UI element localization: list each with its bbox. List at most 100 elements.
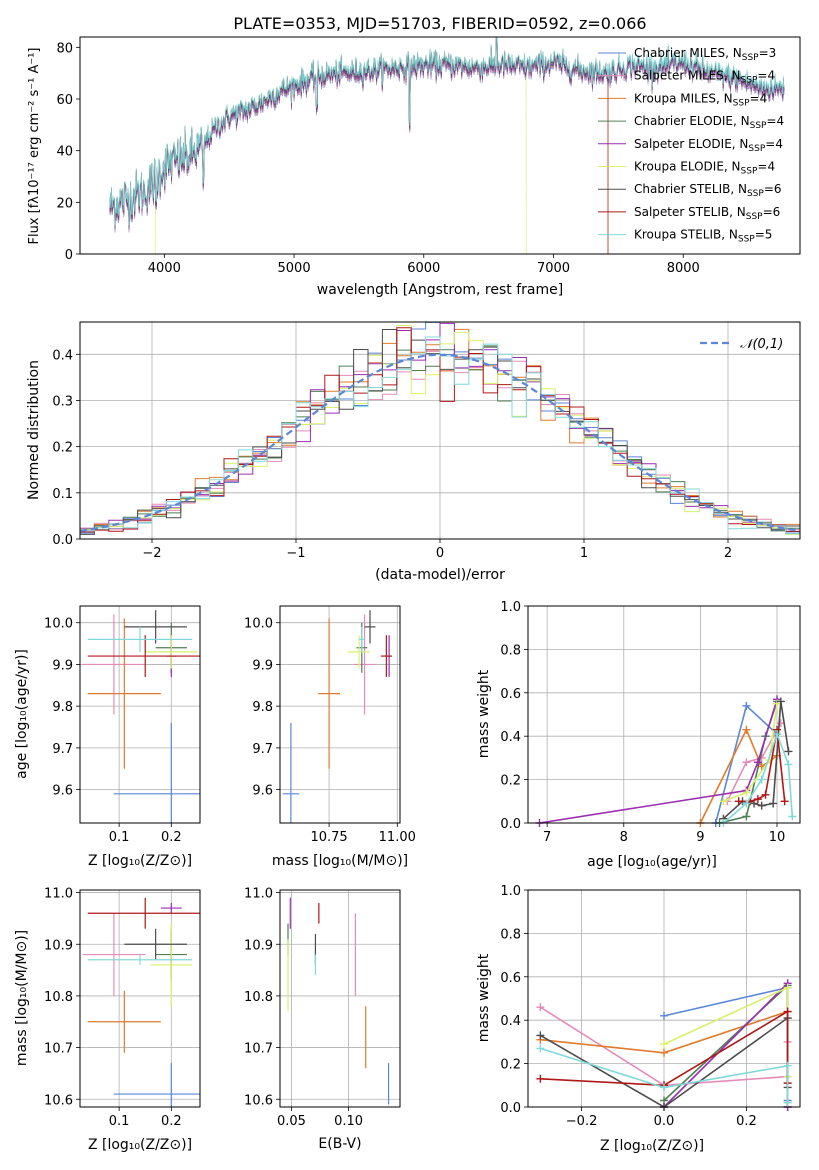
y-tick-label: 0.8	[500, 927, 521, 942]
y-tick-label: 0	[65, 248, 73, 263]
spectrum-legend: Chabrier MILES, NSSP=3 Salpeter MILES, NS…	[598, 46, 784, 245]
y-tick-label: 10.6	[44, 1093, 73, 1108]
weight-marker	[783, 1098, 792, 1107]
age_vs_mass-frame	[279, 605, 401, 824]
y-tick-label: 0.3	[52, 394, 73, 409]
weight-line	[723, 703, 778, 803]
y-tick-label: 9.9	[52, 658, 73, 673]
y-tick-label: 1.0	[500, 600, 521, 615]
weight-marker	[780, 797, 789, 806]
y-tick-label: 80	[56, 41, 73, 56]
y-tick-label: 0.2	[500, 774, 521, 789]
legend-subscript: SSP	[741, 167, 758, 177]
y-tick-label: 10.7	[44, 1042, 73, 1057]
legend-count: =6	[763, 205, 781, 219]
weight-marker	[742, 799, 751, 808]
x-tick-label: −2	[142, 546, 161, 561]
weight-marker	[742, 788, 751, 797]
y-tick-label: 9.7	[252, 742, 273, 757]
y-tick-label: 10.8	[44, 990, 73, 1005]
x-tick-label: 10	[769, 830, 786, 845]
x-tick-label: 0.2	[161, 1114, 182, 1129]
weight-marker	[757, 801, 766, 810]
y-tick-label: 0.4	[52, 348, 73, 363]
y-tick-label: 9.8	[252, 700, 273, 715]
mass-z-ylabel: mass [log₁₀(M/M⊙)]	[14, 930, 30, 1066]
y-tick-label: 9.8	[52, 700, 73, 715]
y-tick-label: 10.0	[244, 617, 273, 632]
y-tick-label: 1.0	[500, 884, 521, 899]
x-tick-label: 8	[620, 830, 628, 845]
y-tick-label: 0.4	[500, 1014, 521, 1029]
weight-marker	[742, 758, 751, 767]
weight-marker	[784, 760, 793, 769]
y-tick-label: 10.0	[44, 617, 73, 632]
weight-marker	[753, 795, 762, 804]
weight-line	[722, 731, 794, 823]
weight-marker	[783, 1007, 792, 1016]
normal-legend-label: 𝒩(0,1)	[740, 337, 783, 352]
y-tick-label: 0.6	[500, 971, 521, 986]
y-tick-label: 10.6	[244, 1093, 273, 1108]
weight-age-ylabel: mass weight	[476, 669, 492, 758]
mass_vs_Z-axes: 0.1 0.2 10.6 10.7 10.8 10.9 11.0	[44, 887, 200, 1129]
x-tick-label: 9	[696, 830, 704, 845]
spectrum-xlabel: wavelength [Angstrom, rest frame]	[317, 282, 563, 298]
age-z-ylabel: age [log₁₀(age/yr)]	[14, 649, 30, 779]
age_vs_Z-frame	[79, 605, 201, 824]
weight-marker	[536, 1044, 545, 1053]
legend-count: =4	[765, 137, 783, 151]
y-tick-label: 60	[56, 93, 73, 108]
x-tick-label: −0.2	[566, 1114, 598, 1129]
y-tick-label: 40	[56, 145, 73, 160]
residual-frame	[79, 321, 801, 540]
legend-subscript: SSP	[750, 121, 767, 131]
legend-subscript: SSP	[738, 235, 755, 245]
y-tick-label: 11.0	[44, 887, 73, 902]
mass-z-panel: Z [log₁₀(Z/Z⊙)] mass [log₁₀(M/M⊙)]	[14, 930, 192, 1153]
x-tick-label: 11.00	[379, 830, 416, 845]
weight-z-xlabel: Z [log₁₀(Z/Z⊙)]	[600, 1138, 704, 1154]
x-tick-label: 0.1	[109, 1114, 130, 1129]
legend-subscript: SSP	[748, 144, 765, 154]
residual-histogram	[80, 336, 800, 539]
y-tick-label: 0.2	[500, 1058, 521, 1073]
legend-label: Salpeter ELODIE, NSSP=4	[634, 137, 783, 154]
weight-marker	[769, 799, 778, 808]
weight_vs_age-frame	[527, 605, 801, 824]
x-tick-label: 0.2	[161, 830, 182, 845]
legend-label: Chabrier ELODIE, NSSP=4	[634, 114, 784, 131]
spectrum-axes: 4000 5000 6000 7000 8000 0 20 40 60 80	[56, 41, 699, 276]
y-tick-label: 0.2	[52, 441, 73, 456]
x-tick-label: 4000	[148, 261, 181, 276]
weight-marker	[773, 730, 782, 739]
x-tick-label: 0.05	[277, 1114, 306, 1129]
y-tick-label: 0.6	[500, 687, 521, 702]
y-tick-label: 0.4	[500, 730, 521, 745]
weight-line	[540, 1047, 789, 1103]
weight-marker	[660, 1048, 668, 1057]
weight-marker	[660, 1011, 668, 1020]
x-tick-label: 0.0	[654, 1114, 675, 1129]
legend-subscript: SSP	[747, 189, 764, 199]
legend-count: =4	[757, 160, 775, 174]
y-tick-label: 9.7	[52, 742, 73, 757]
y-tick-label: 11.0	[244, 887, 273, 902]
legend-subscript: SSP	[741, 76, 758, 86]
weight-line	[540, 1010, 789, 1087]
weight-age-xlabel: age [log₁₀(age/yr)]	[587, 854, 717, 870]
spectrum-line	[109, 37, 785, 226]
weight-marker	[742, 725, 751, 734]
y-tick-label: 0.0	[500, 1101, 521, 1116]
residual-panel: (data-model)/error Normed distribution	[26, 360, 505, 583]
y-tick-label: 0.8	[500, 643, 521, 658]
y-tick-label: 10.9	[244, 938, 273, 953]
legend-label: Chabrier MILES, NSSP=3	[634, 46, 776, 63]
weight-marker	[536, 1074, 545, 1083]
legend-count: =4	[750, 91, 768, 105]
weight-marker	[660, 1083, 668, 1092]
legend-label: Chabrier STELIB, NSSP=6	[634, 182, 782, 199]
x-tick-label: 7	[543, 830, 551, 845]
residual-xlabel: (data-model)/error	[375, 567, 505, 583]
mass_vs_Z-frame	[79, 889, 201, 1108]
